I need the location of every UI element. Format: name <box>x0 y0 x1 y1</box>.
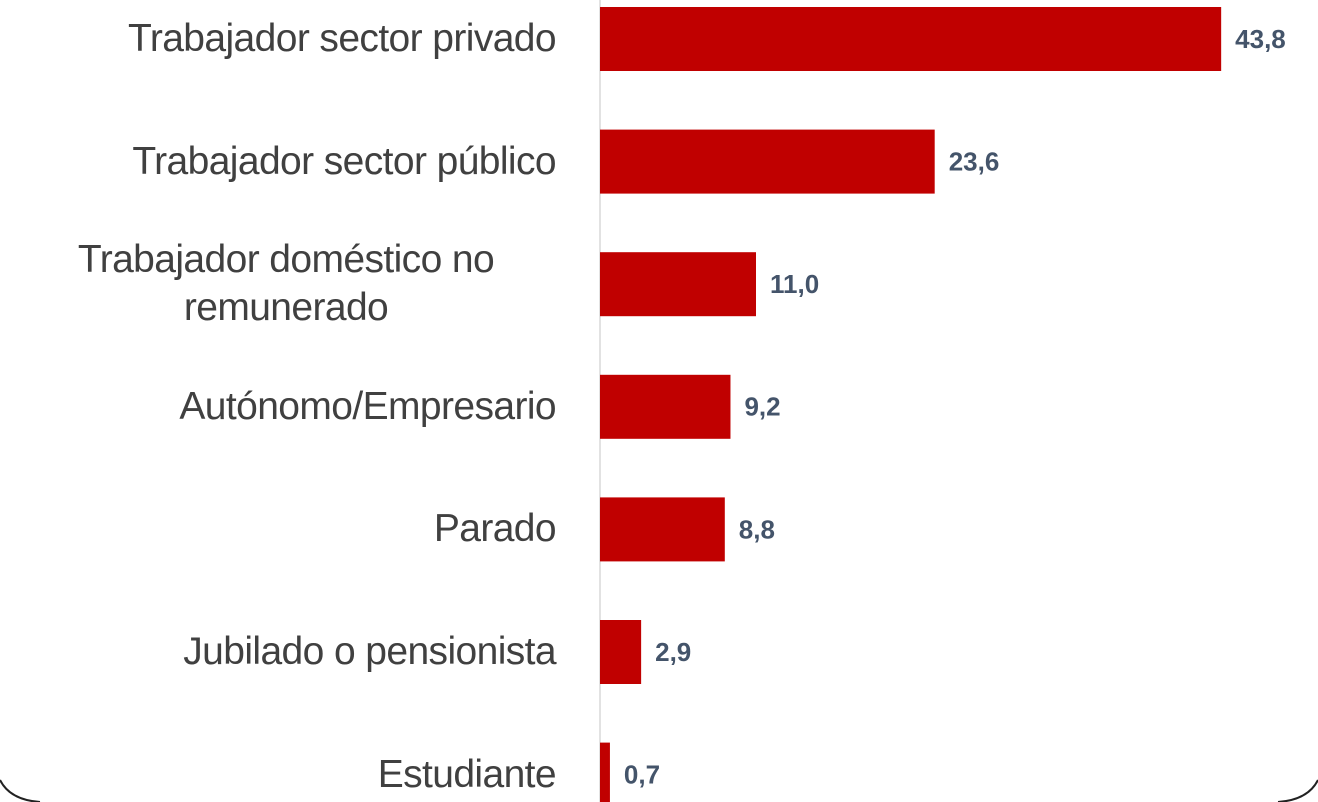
category-label-box: Trabajador sector público <box>0 102 556 222</box>
bar <box>600 742 610 802</box>
frame-corner <box>0 779 41 802</box>
frame-corner <box>1277 779 1318 802</box>
value-label: 2,9 <box>655 637 691 667</box>
value-label: 11,0 <box>770 269 819 299</box>
bar <box>600 7 1222 71</box>
value-label: 9,2 <box>744 392 780 422</box>
category-label-box: Estudiante <box>0 715 557 802</box>
category-label-box: Parado <box>0 469 557 589</box>
category-label: Estudiante <box>377 752 557 796</box>
category-label: Trabajador sector público <box>132 139 556 183</box>
category-label-box: Autónomo/Empresario <box>0 347 556 467</box>
category-label: Trabajador doméstico no remunerado <box>77 238 495 330</box>
category-label-box: Jubilado o pensionista <box>0 592 556 712</box>
bar <box>600 374 731 439</box>
value-label: 23,6 <box>949 146 1000 176</box>
bar <box>600 497 725 562</box>
value-label: 0,7 <box>624 759 660 789</box>
category-label-box: Trabajador sector privado <box>0 0 557 99</box>
bar <box>600 129 935 194</box>
category-label-box: Trabajador doméstico no remunerado <box>0 224 556 344</box>
bar <box>600 620 642 684</box>
value-label: 43,8 <box>1235 24 1286 54</box>
category-label: Trabajador sector privado <box>128 17 557 60</box>
category-label: Parado <box>433 507 557 551</box>
value-label: 8,8 <box>739 514 775 544</box>
bar <box>600 252 756 317</box>
category-label: Jubilado o pensionista <box>183 630 556 673</box>
category-label: Autónomo/Empresario <box>179 384 556 428</box>
